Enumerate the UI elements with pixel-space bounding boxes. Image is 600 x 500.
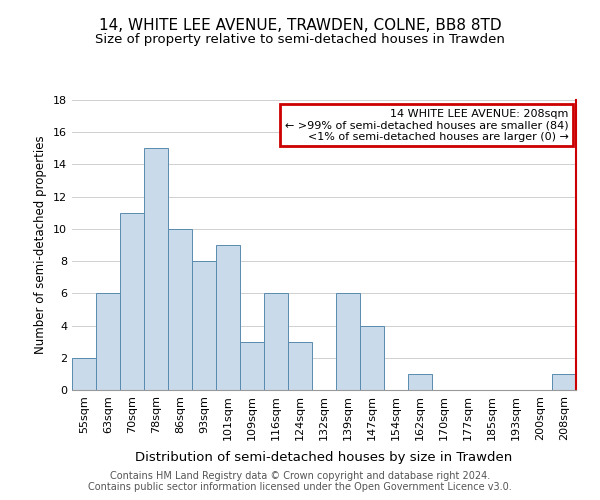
Bar — [72, 358, 96, 390]
Bar — [240, 342, 264, 390]
Bar — [360, 326, 384, 390]
Bar — [216, 245, 240, 390]
Bar — [288, 342, 312, 390]
Bar — [96, 294, 120, 390]
Text: Contains HM Land Registry data © Crown copyright and database right 2024.
Contai: Contains HM Land Registry data © Crown c… — [88, 471, 512, 492]
Bar — [408, 374, 432, 390]
Bar — [168, 229, 192, 390]
Text: 14 WHITE LEE AVENUE: 208sqm
← >99% of semi-detached houses are smaller (84)
<1% : 14 WHITE LEE AVENUE: 208sqm ← >99% of se… — [285, 108, 568, 142]
Bar — [552, 374, 576, 390]
Bar — [336, 294, 360, 390]
Bar — [192, 261, 216, 390]
Y-axis label: Number of semi-detached properties: Number of semi-detached properties — [34, 136, 47, 354]
Bar — [264, 294, 288, 390]
Text: 14, WHITE LEE AVENUE, TRAWDEN, COLNE, BB8 8TD: 14, WHITE LEE AVENUE, TRAWDEN, COLNE, BB… — [98, 18, 502, 32]
X-axis label: Distribution of semi-detached houses by size in Trawden: Distribution of semi-detached houses by … — [136, 451, 512, 464]
Text: Size of property relative to semi-detached houses in Trawden: Size of property relative to semi-detach… — [95, 32, 505, 46]
Bar — [144, 148, 168, 390]
Bar — [120, 213, 144, 390]
